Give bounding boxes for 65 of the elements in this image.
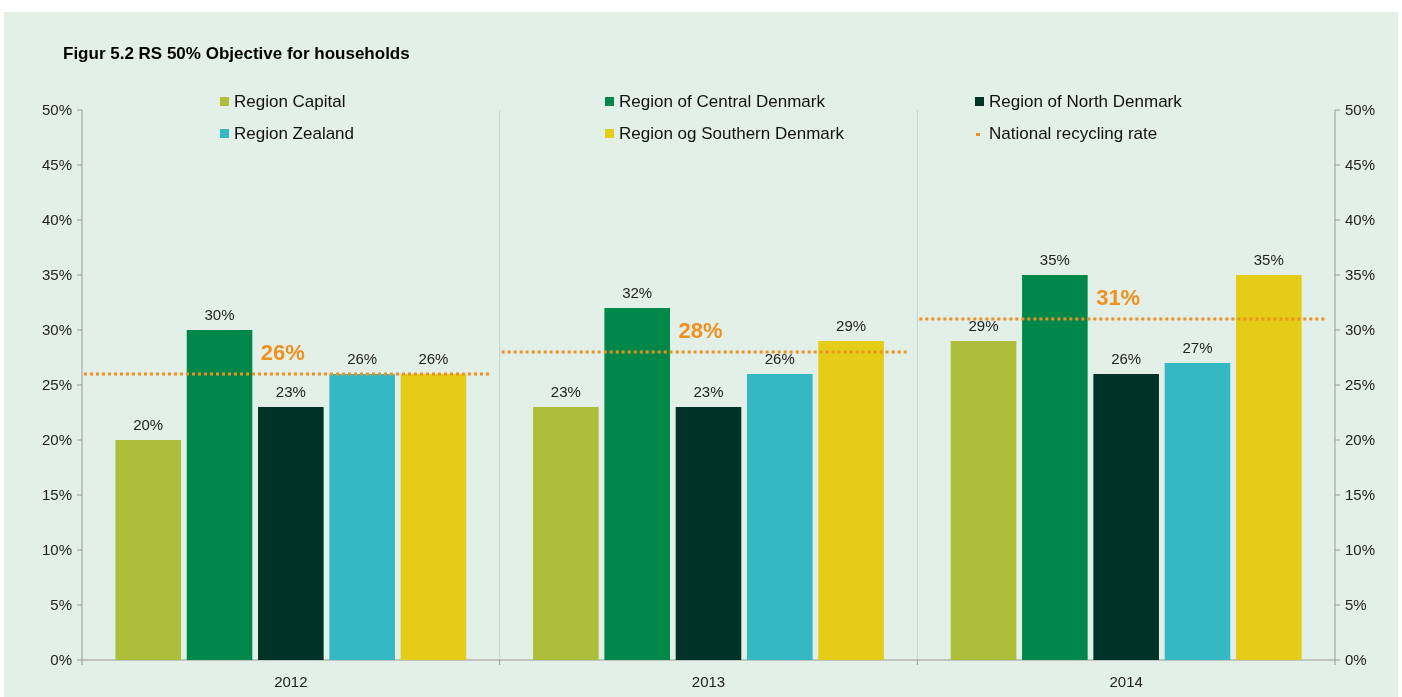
bar <box>1093 374 1159 660</box>
data-label: 35% <box>1253 251 1284 268</box>
bar <box>115 440 182 660</box>
y-tick-label: 35% <box>41 266 72 284</box>
chart-title: Figur 5.2 RS 50% Objective for households <box>63 44 410 63</box>
data-label: 26% <box>764 350 795 367</box>
y2-tick-label: 45% <box>1345 156 1376 174</box>
annotation: National recycling rate <box>989 124 1158 143</box>
legend-label: Region of North Denmark <box>989 92 1183 111</box>
y2-tick-label: 50% <box>1345 101 1376 119</box>
y2-tick-label: 25% <box>1345 376 1376 394</box>
data-label: 20% <box>133 416 164 433</box>
y2-tick-label: 15% <box>1345 486 1376 504</box>
legend-label: Region og Southern Denmark <box>619 124 845 143</box>
x-tick-label: 2013 <box>691 673 726 690</box>
y2-tick-label: 5% <box>1345 596 1367 614</box>
x-tick-label: 2014 <box>1109 673 1143 690</box>
y-tick-label: 20% <box>41 431 72 449</box>
y-tick-label: 0% <box>50 651 72 669</box>
y2-tick-label: 40% <box>1345 211 1376 229</box>
y-tick-label: 10% <box>41 541 72 559</box>
bar <box>1022 275 1088 660</box>
y-tick-label: 45% <box>41 156 72 174</box>
y2-tick-label: 20% <box>1345 431 1376 449</box>
bar <box>400 374 467 660</box>
bar <box>533 407 599 660</box>
bar <box>950 341 1017 660</box>
data-label: 26% <box>1111 350 1142 367</box>
y2-tick-label: 30% <box>1345 321 1376 339</box>
bar <box>604 308 670 660</box>
data-label: 23% <box>275 383 306 400</box>
y2-tick-label: 0% <box>1345 651 1367 669</box>
y-tick-label: 15% <box>41 486 72 504</box>
data-label: 30% <box>204 306 235 323</box>
bar <box>258 407 324 660</box>
data-label: 32% <box>622 284 653 301</box>
data-label: 23% <box>693 383 724 400</box>
bar <box>1235 275 1302 660</box>
data-label: 29% <box>836 317 867 334</box>
y-tick-label: 25% <box>41 376 72 394</box>
y2-tick-label: 10% <box>1345 541 1376 559</box>
ref-line-label: 28% <box>678 318 723 343</box>
bar <box>186 330 253 660</box>
x-tick-label: 2012 <box>274 673 308 690</box>
y2-tick-label: 35% <box>1345 266 1376 284</box>
legend-label: Region of Central Denmark <box>619 92 826 111</box>
legend-label: Region Zealand <box>234 124 355 143</box>
data-label: 35% <box>1039 251 1070 268</box>
data-label: 23% <box>550 383 581 400</box>
y-tick-label: 50% <box>41 101 72 119</box>
legend-label: Region Capital <box>234 92 346 111</box>
ref-line-label: 31% <box>1096 285 1141 310</box>
bar <box>675 407 742 660</box>
y-tick-label: 30% <box>41 321 72 339</box>
data-label: 29% <box>968 317 999 334</box>
ref-line-label: 26% <box>260 340 305 365</box>
data-label: 26% <box>418 350 449 367</box>
y-tick-label: 5% <box>50 596 72 614</box>
bar <box>329 374 395 660</box>
bar <box>747 374 813 660</box>
data-label: 26% <box>347 350 378 367</box>
data-label: 27% <box>1182 339 1213 356</box>
y-tick-label: 40% <box>41 211 72 229</box>
bar <box>1164 363 1231 660</box>
bar <box>818 341 884 660</box>
